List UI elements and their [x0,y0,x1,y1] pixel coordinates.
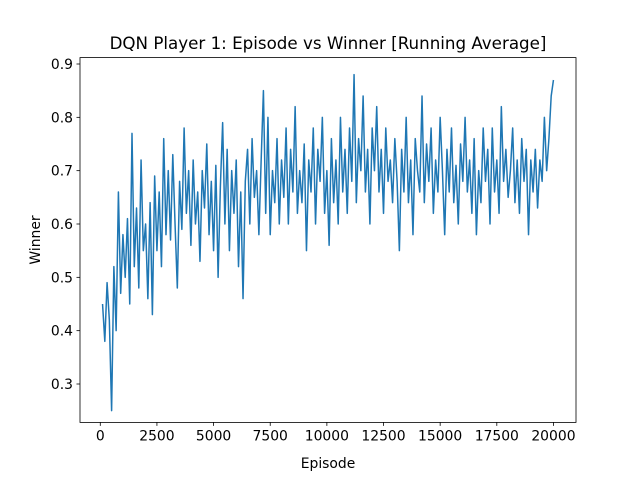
x-tick-label: 20000 [531,428,575,444]
y-tick-label: 0.8 [51,110,73,126]
x-tick-label: 7500 [253,428,288,444]
x-tick-label: 15000 [418,428,462,444]
x-tick-label: 10000 [305,428,349,444]
x-axis-label: Episode [301,456,356,472]
y-tick-label: 0.9 [51,57,73,73]
x-tick-label: 0 [96,428,105,444]
chart-title: DQN Player 1: Episode vs Winner [Running… [110,33,547,53]
x-tick-label: 12500 [361,428,405,444]
y-tick-label: 0.7 [51,164,73,180]
y-tick-label: 0.3 [51,377,73,393]
x-tick-label: 5000 [196,428,231,444]
x-tick-label: 2500 [139,428,174,444]
y-tick-label: 0.4 [51,324,73,340]
data-line [101,73,555,412]
y-tick-label: 0.6 [51,217,73,233]
y-axis-label: Winner [28,215,44,264]
plot-frame [79,57,577,423]
x-tick-label: 17500 [475,428,519,444]
y-tick-label: 0.5 [51,270,73,286]
